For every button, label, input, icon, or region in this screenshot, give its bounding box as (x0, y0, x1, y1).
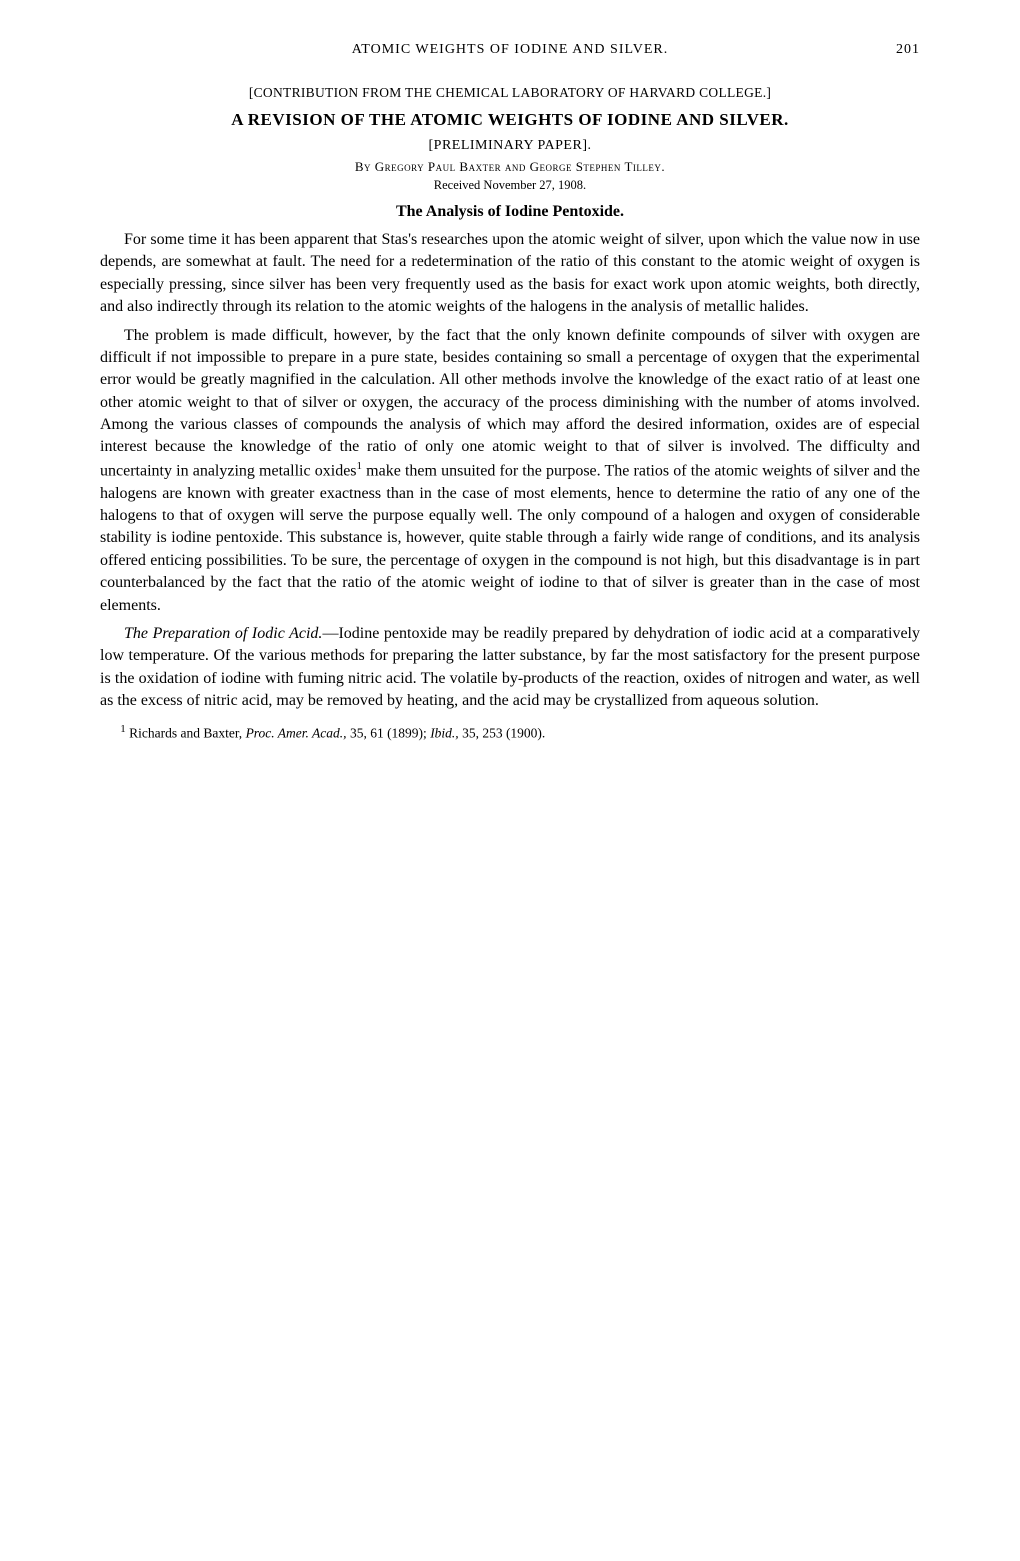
footnote-citation-2: Ibid., (430, 726, 459, 741)
footnote-text-c: 35, 253 (1900). (459, 726, 546, 741)
footnote: 1 Richards and Baxter, Proc. Amer. Acad.… (100, 722, 920, 743)
paragraph-2-part-a: The problem is made difficult, however, … (100, 327, 920, 480)
paragraph-3: The Preparation of Iodic Acid.—Iodine pe… (100, 623, 920, 713)
footnote-text-b: 35, 61 (1899); (347, 726, 431, 741)
byline: By Gregory Paul Baxter and George Stephe… (100, 158, 920, 176)
contribution-line: [CONTRIBUTION FROM THE CHEMICAL LABORATO… (100, 84, 920, 103)
page-number: 201 (880, 40, 920, 60)
paragraph-1: For some time it has been apparent that … (100, 229, 920, 319)
article-title: A REVISION OF THE ATOMIC WEIGHTS OF IODI… (100, 108, 920, 132)
section-title: The Analysis of Iodine Pentoxide. (100, 201, 920, 223)
paper-type: [PRELIMINARY PAPER]. (100, 136, 920, 156)
paragraph-2-part-b: make them unsuited for the purpose. The … (100, 462, 920, 613)
running-header-title: ATOMIC WEIGHTS OF IODINE AND SILVER. (140, 40, 880, 60)
paragraph-2: The problem is made difficult, however, … (100, 325, 920, 617)
footnote-citation-1: Proc. Amer. Acad., (246, 726, 347, 741)
received-date: Received November 27, 1908. (100, 177, 920, 195)
paragraph-3-lead: The Preparation of Iodic Acid. (124, 625, 322, 642)
running-header: ATOMIC WEIGHTS OF IODINE AND SILVER. 201 (100, 40, 920, 60)
footnote-text-a: Richards and Baxter, (126, 726, 246, 741)
